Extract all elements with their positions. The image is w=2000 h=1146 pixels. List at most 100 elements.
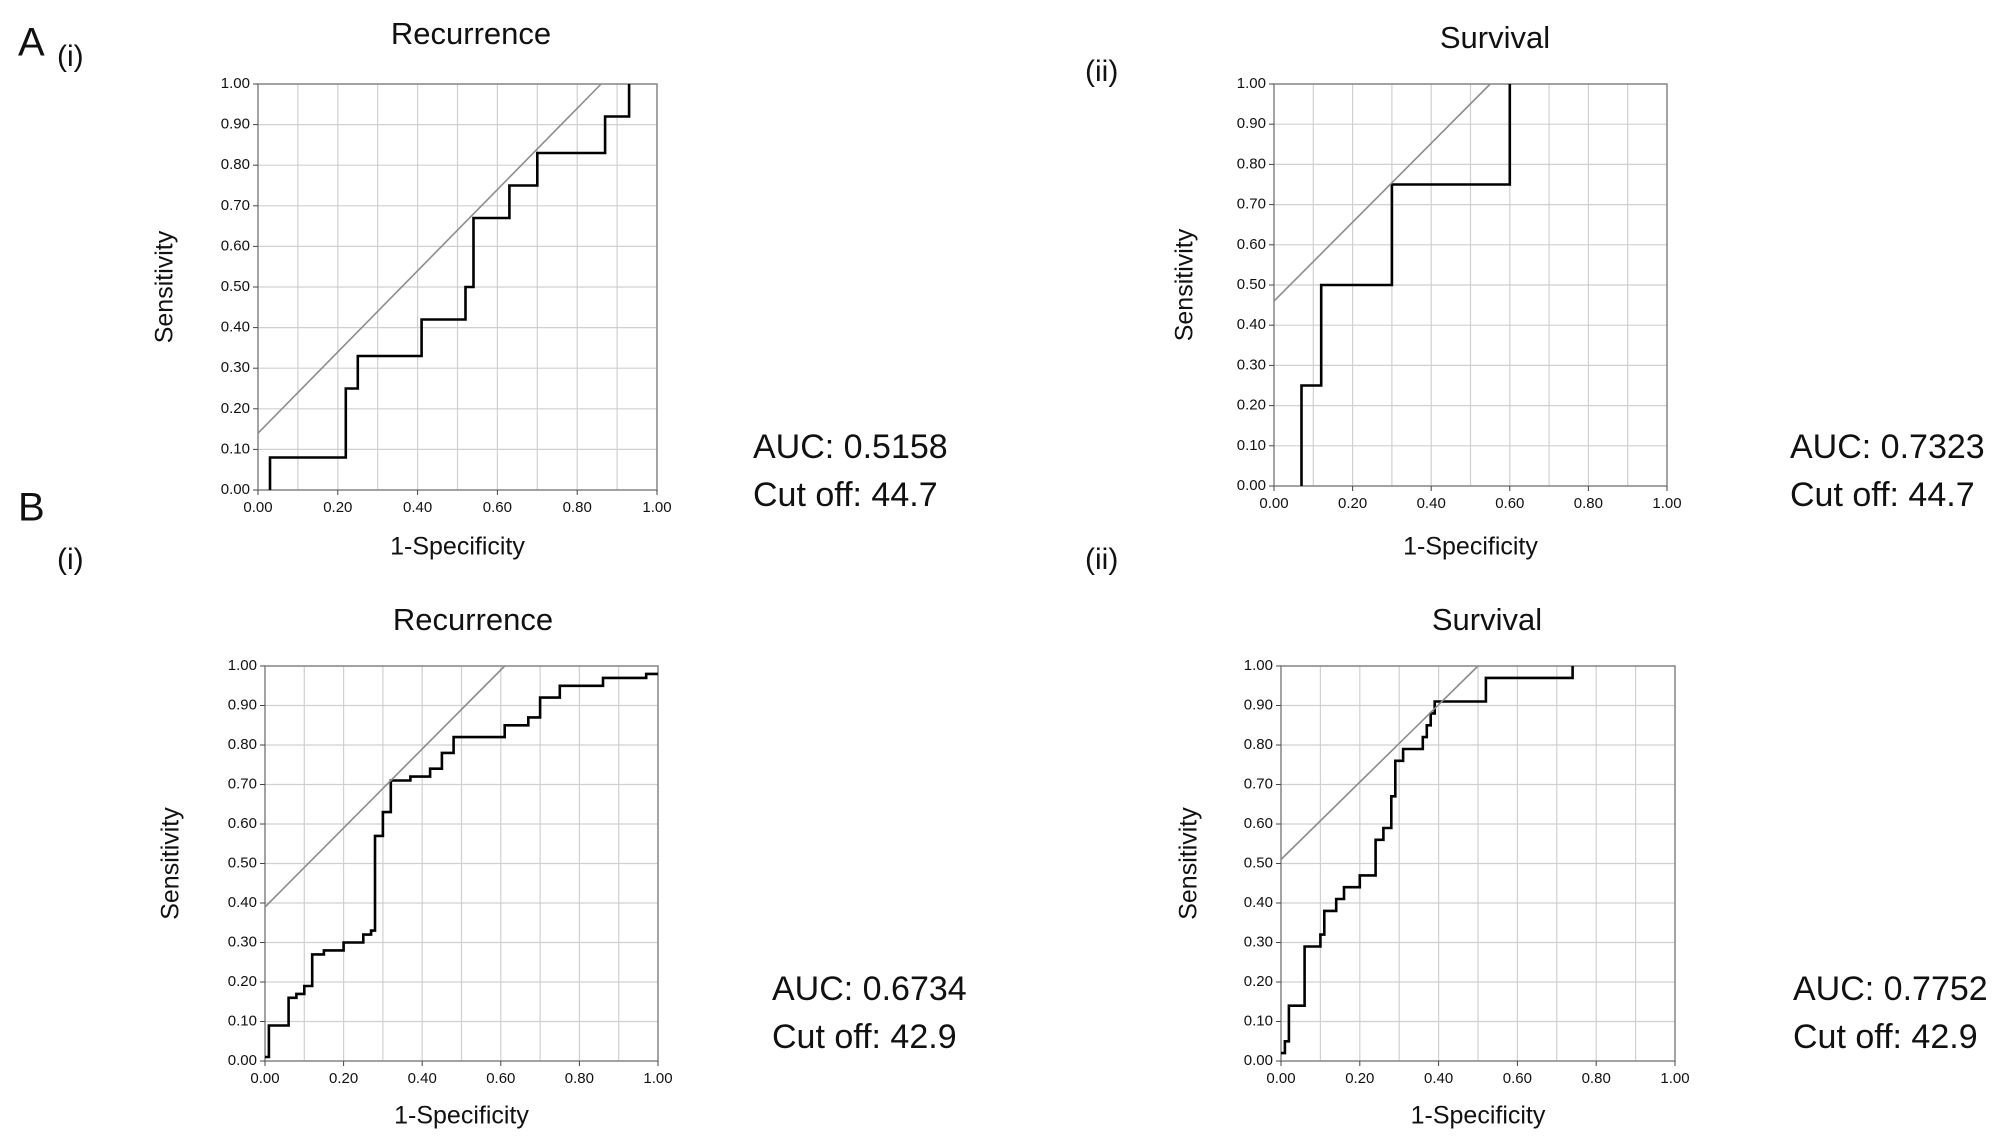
y-tick-label: 0.90: [1244, 696, 1273, 713]
y-tick-label: 0.60: [1237, 236, 1266, 253]
roc-curve: [1300, 84, 1512, 486]
roc-curve: [1281, 666, 1574, 1055]
annotation: Cut off: 44.7: [753, 476, 938, 514]
reference-line: [1273, 83, 1491, 302]
panel-label: B: [18, 486, 45, 530]
x-tick-label: 1.00: [642, 499, 671, 516]
y-tick-label: 0.80: [1244, 736, 1273, 753]
chart-title: Survival: [1440, 20, 1550, 55]
y-tick-label: 0.00: [1237, 477, 1266, 494]
y-tick-label: 0.60: [228, 815, 257, 832]
y-tick-label: 0.80: [1237, 155, 1266, 172]
y-tick-label: 0.10: [1244, 1012, 1273, 1029]
y-tick-label: 1.00: [221, 75, 250, 92]
y-tick-label: 0.20: [221, 400, 250, 417]
y-tick-label: 1.00: [1237, 75, 1266, 92]
y-tick-label: 0.70: [1244, 775, 1273, 792]
subpanel-label: (ii): [1085, 55, 1118, 88]
y-tick-label: 0.10: [228, 1012, 257, 1029]
chart-title: Survival: [1432, 602, 1542, 637]
y-tick-label: 0.90: [1237, 115, 1266, 132]
y-axis-label: Sensitivity: [1175, 807, 1203, 920]
y-tick-label: 0.90: [221, 116, 250, 133]
annotation: AUC: 0.6734: [772, 970, 967, 1008]
y-tick-label: 0.00: [228, 1052, 257, 1069]
x-tick-label: 0.00: [250, 1070, 279, 1087]
y-axis-label: Sensitivity: [1171, 228, 1199, 341]
y-tick-label: 0.10: [221, 440, 250, 457]
y-tick-label: 0.40: [221, 319, 250, 336]
x-tick-label: 1.00: [1660, 1070, 1689, 1087]
y-tick-label: 0.00: [1244, 1052, 1273, 1069]
y-axis-label: Sensitivity: [151, 230, 179, 343]
x-axis-label: 1-Specificity: [1403, 533, 1538, 561]
y-tick-label: 0.70: [1237, 196, 1266, 213]
y-tick-label: 0.80: [228, 736, 257, 753]
x-tick-label: 0.60: [1495, 495, 1524, 512]
x-axis-label: 1-Specificity: [394, 1102, 529, 1130]
y-tick-label: 0.50: [1244, 854, 1273, 871]
y-tick-label: 0.50: [221, 278, 250, 295]
roc-curve: [268, 84, 631, 490]
y-tick-label: 0.50: [228, 854, 257, 871]
subpanel-label: (ii): [1085, 543, 1118, 576]
y-tick-label: 0.60: [221, 237, 250, 254]
annotation: AUC: 0.7752: [1793, 970, 1988, 1008]
y-tick-label: 1.00: [228, 657, 257, 674]
y-tick-label: 0.70: [228, 775, 257, 792]
y-tick-label: 0.40: [1237, 316, 1266, 333]
x-tick-label: 0.60: [1503, 1070, 1532, 1087]
y-tick-label: 0.50: [1237, 276, 1266, 293]
x-tick-label: 0.40: [408, 1070, 437, 1087]
x-tick-label: 0.20: [329, 1070, 358, 1087]
y-tick-label: 0.10: [1237, 437, 1266, 454]
y-tick-label: 0.70: [221, 197, 250, 214]
y-tick-label: 1.00: [1244, 657, 1273, 674]
subpanel-label: (i): [57, 40, 84, 73]
y-tick-label: 0.00: [221, 481, 250, 498]
y-tick-label: 0.30: [228, 933, 257, 950]
y-tick-label: 0.40: [1244, 894, 1273, 911]
x-axis-label: 1-Specificity: [390, 533, 525, 561]
reference-line: [1280, 665, 1479, 861]
x-tick-label: 0.00: [1266, 1070, 1295, 1087]
x-tick-label: 0.20: [323, 499, 352, 516]
x-tick-label: 0.80: [1582, 1070, 1611, 1087]
y-tick-label: 0.30: [1237, 356, 1266, 373]
x-tick-label: 0.20: [1345, 1070, 1374, 1087]
x-tick-label: 0.20: [1338, 495, 1367, 512]
x-tick-label: 0.40: [1417, 495, 1446, 512]
roc-curve: [265, 672, 658, 1059]
y-tick-label: 0.60: [1244, 815, 1273, 832]
y-tick-label: 0.20: [228, 973, 257, 990]
y-axis-label: Sensitivity: [157, 807, 185, 920]
y-tick-label: 0.20: [1244, 973, 1273, 990]
x-tick-label: 0.60: [483, 499, 512, 516]
annotation: AUC: 0.5158: [753, 428, 948, 466]
annotation: Cut off: 42.9: [772, 1018, 957, 1056]
x-tick-label: 1.00: [1652, 495, 1681, 512]
x-tick-label: 0.60: [486, 1070, 515, 1087]
chart-title: Recurrence: [391, 16, 551, 51]
x-tick-label: 0.40: [1424, 1070, 1453, 1087]
x-tick-label: 1.00: [643, 1070, 672, 1087]
x-tick-label: 0.40: [403, 499, 432, 516]
y-tick-label: 0.40: [228, 894, 257, 911]
annotation: Cut off: 44.7: [1790, 476, 1975, 514]
y-tick-label: 0.30: [1244, 933, 1273, 950]
x-tick-label: 0.80: [563, 499, 592, 516]
annotation: Cut off: 42.9: [1793, 1018, 1978, 1056]
panel-label: A: [18, 21, 45, 65]
y-tick-label: 0.30: [221, 359, 250, 376]
y-tick-label: 0.80: [221, 156, 250, 173]
annotation: AUC: 0.7323: [1790, 428, 1985, 466]
reference-line: [264, 665, 506, 908]
y-tick-label: 0.90: [228, 696, 257, 713]
subpanel-label: (i): [57, 543, 84, 576]
x-tick-label: 0.00: [1259, 495, 1288, 512]
reference-line: [257, 83, 602, 434]
x-axis-label: 1-Specificity: [1411, 1102, 1546, 1130]
chart-title: Recurrence: [393, 602, 553, 637]
